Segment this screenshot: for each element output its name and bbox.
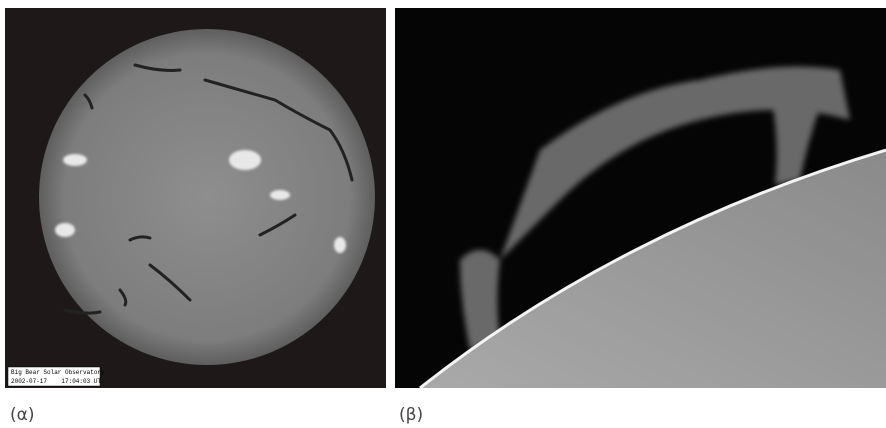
caption: (β)	[399, 405, 423, 425]
stamp-text: 2002-07-17 17:04:03 UT	[11, 378, 101, 385]
page: Big Bear Solar Observatory 2002-07-17 17…	[0, 0, 886, 428]
panel-b	[395, 8, 886, 388]
figure: Big Bear Solar Observatory 2002-07-17 17…	[0, 0, 886, 428]
stamp-text: Big Bear Solar Observatory	[11, 369, 105, 376]
panel-a: Big Bear Solar Observatory 2002-07-17 17…	[5, 8, 386, 388]
caption: (α)	[10, 405, 34, 425]
